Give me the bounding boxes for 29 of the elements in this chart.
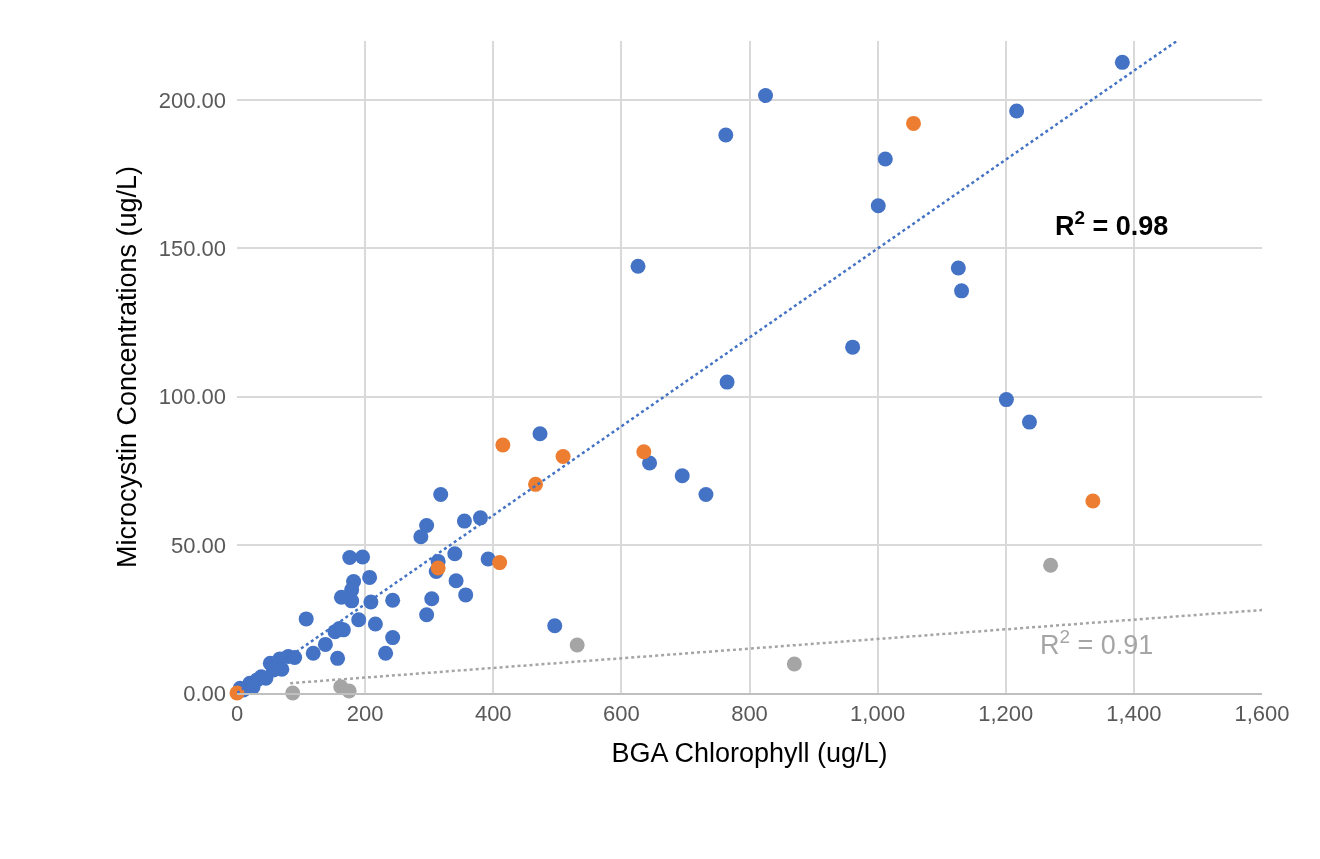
y-tick-label: 100.00 bbox=[158, 384, 226, 410]
x-tick-label: 1,000 bbox=[850, 701, 906, 727]
point bbox=[906, 115, 921, 131]
annotation: R$^{2}$ = 0.98 bbox=[1055, 207, 1169, 242]
x-tick-label: 600 bbox=[603, 701, 640, 727]
x-axis-title: BGA Chlorophyll (ug/L) bbox=[611, 738, 888, 769]
point bbox=[495, 437, 511, 453]
y-axis-title: Microcystin Concentrations (ug/L) bbox=[111, 165, 142, 569]
x-tick-label: 400 bbox=[474, 701, 512, 727]
x-tick-label: 0 bbox=[230, 701, 244, 727]
point bbox=[1085, 493, 1101, 509]
y-tick-label: 50.00 bbox=[170, 532, 226, 558]
x-tick-label: 800 bbox=[731, 701, 768, 727]
point bbox=[569, 637, 585, 653]
x-tick-label: 1,400 bbox=[1106, 701, 1162, 727]
x-tick-label: 200 bbox=[346, 701, 384, 727]
point bbox=[492, 555, 508, 571]
point bbox=[528, 476, 544, 492]
y-tick-label: 200.00 bbox=[158, 87, 226, 113]
x-tick-label: 1,600 bbox=[1234, 701, 1290, 727]
point bbox=[555, 449, 571, 464]
y-tick-label: 150.00 bbox=[158, 236, 226, 262]
point bbox=[1043, 557, 1059, 573]
point bbox=[786, 656, 802, 672]
x-tick-label: 1,200 bbox=[978, 701, 1034, 727]
annotation: R$^{2}$ = 0.91 bbox=[1040, 626, 1154, 661]
point bbox=[430, 560, 446, 576]
point bbox=[636, 444, 652, 460]
y-tick-label: 0.00 bbox=[183, 680, 226, 706]
